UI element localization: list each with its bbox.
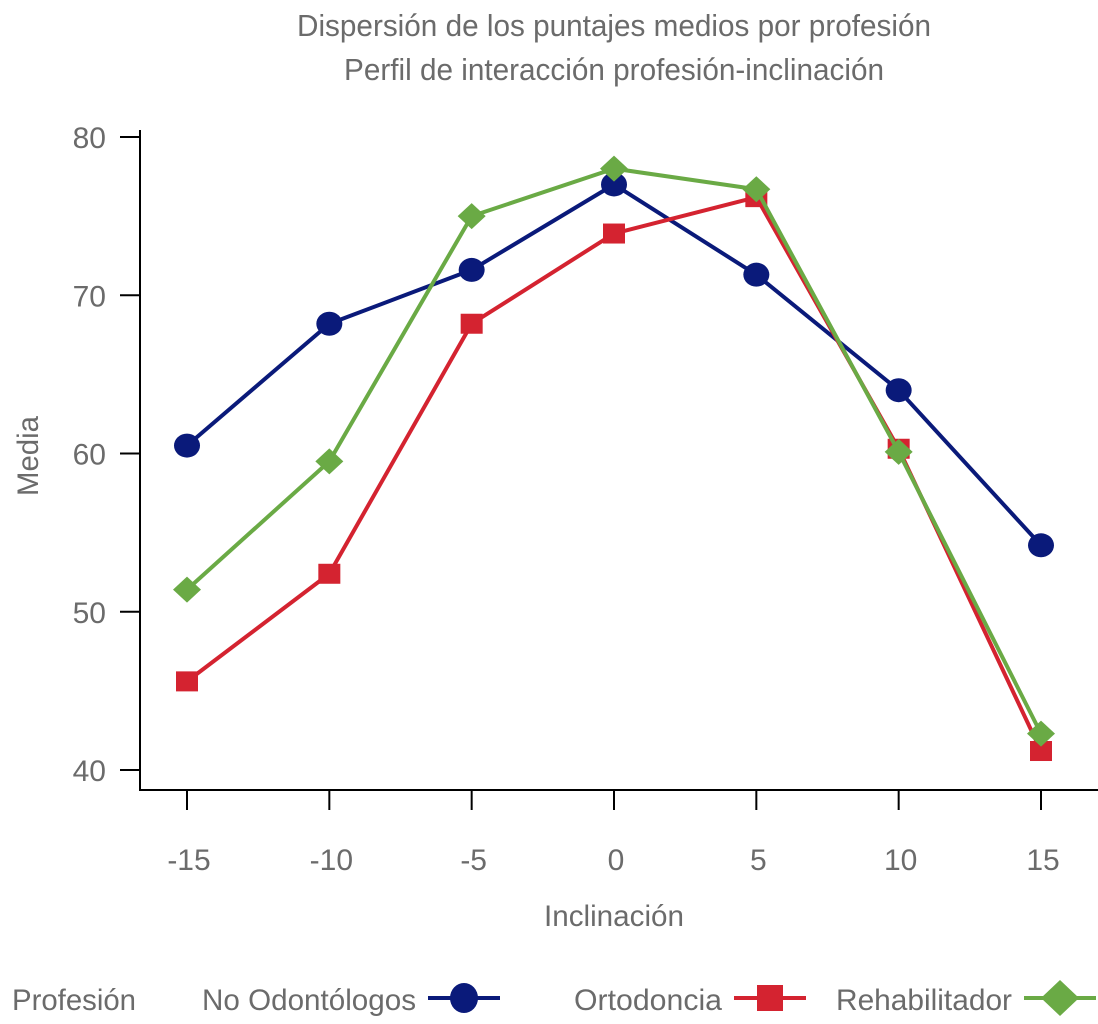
data-point [174,433,200,458]
x-tick-label: 5 [750,844,767,877]
x-tick-label: 0 [608,844,625,877]
legend: Profesión No Odontólogos Ortodoncia Rehabi… [12,980,1096,1017]
y-axis-label: Media [12,416,45,496]
x-tick-label: -5 [460,844,487,877]
legend-label: Rehabilitador [836,984,1012,1017]
data-point [315,448,344,475]
legend-square-icon [757,985,783,1011]
y-tick-label: 70 [73,280,106,313]
data-point [601,172,627,197]
series-line [185,166,1043,735]
y-tick-label: 40 [73,755,106,788]
data-point [316,311,343,336]
x-tick-label: 10 [884,844,917,877]
chart-title: Dispersión de los puntajes medios por pr… [297,8,931,43]
data-point [458,257,485,282]
legend-diamond-icon [1041,980,1079,1016]
legend-item: Ortodoncia [574,984,806,1017]
series-circle [174,172,1054,558]
data-point [743,262,770,287]
chart-subtitle: Perfil de interacción profesión-inclinac… [344,52,884,87]
data-point [318,563,341,584]
legend-label: Ortodoncia [574,984,722,1017]
legend-item: Rehabilitador [836,980,1096,1017]
data-point [173,576,201,603]
legend-circle-icon [450,983,478,1013]
data-point [885,378,912,403]
legend-item: No Odontólogos [202,983,500,1017]
data-point [603,223,625,244]
x-tick-label: -15 [167,844,210,877]
y-tick-label: 50 [73,597,106,630]
series-diamond [173,155,1055,747]
data-point [742,176,771,203]
data-point [176,671,198,692]
y-tick-label: 60 [73,439,106,472]
data-point [1030,741,1052,762]
x-tick-label: 15 [1026,844,1059,877]
y-tick-label: 80 [73,122,106,155]
data-point [1028,533,1054,558]
series-square [176,187,1052,762]
data-point [600,155,628,182]
legend-label: No Odontólogos [202,984,416,1017]
x-tick-label: -10 [310,844,353,877]
legend-title: Profesión [12,984,136,1017]
data-point [1027,720,1055,747]
x-axis-label: Inclinación [544,900,684,933]
data-point [457,203,486,230]
data-point [460,313,483,334]
data-point [884,438,913,465]
